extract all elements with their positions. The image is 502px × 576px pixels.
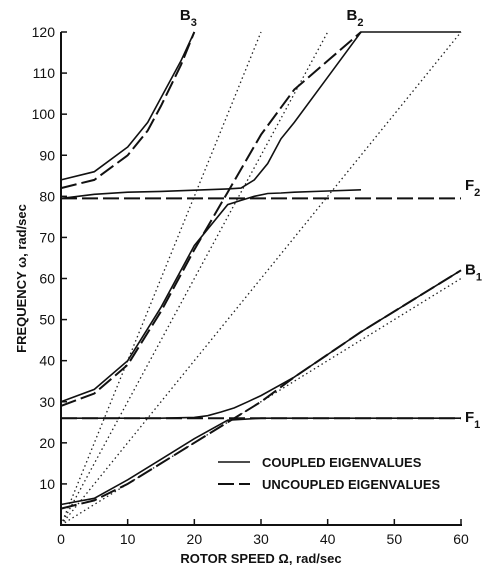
curve-label-B2: B2 bbox=[347, 7, 364, 29]
series-lines bbox=[61, 32, 461, 509]
legend: COUPLED EIGENVALUES UNCOUPLED EIGENVALUE… bbox=[218, 455, 440, 492]
y-tick-label: 120 bbox=[32, 24, 56, 40]
y-axis-title: FREQUENCY ω, rad/sec bbox=[14, 204, 29, 353]
legend-uncoupled-label: UNCOUPLED EIGENVALUES bbox=[262, 477, 440, 492]
curve-label-F1: F1 bbox=[465, 409, 480, 431]
y-tick-label: 60 bbox=[39, 271, 55, 287]
y-tick-label: 30 bbox=[39, 394, 55, 410]
reference-lines bbox=[61, 32, 461, 525]
uncoupled-series-9 bbox=[61, 270, 461, 508]
x-axis-title: ROTOR SPEED Ω, rad/sec bbox=[180, 551, 341, 566]
y-tick-label: 110 bbox=[33, 65, 56, 81]
reference-series-11 bbox=[61, 32, 328, 525]
y-tick-label: 20 bbox=[39, 435, 55, 451]
plot-area bbox=[60, 32, 462, 526]
y-tick-label: 10 bbox=[39, 476, 55, 492]
y-tick-label: 90 bbox=[39, 147, 55, 163]
reference-series-12 bbox=[61, 32, 461, 525]
x-tick-label: 30 bbox=[253, 531, 269, 547]
uncoupled-series-6 bbox=[61, 32, 361, 406]
x-tick-label: 0 bbox=[57, 531, 65, 547]
coupled-series-5 bbox=[61, 270, 461, 418]
curve-labels: B3 B2 F2 B1 F1 bbox=[180, 7, 482, 431]
y-tick-label: 100 bbox=[32, 106, 56, 122]
curve-label-B3: B3 bbox=[180, 7, 197, 29]
x-tick-label: 50 bbox=[387, 531, 403, 547]
x-tick-label: 10 bbox=[120, 531, 136, 547]
curve-label-B1: B1 bbox=[465, 261, 482, 283]
x-tick-label: 40 bbox=[320, 531, 336, 547]
uncoupled-series-1 bbox=[61, 32, 194, 188]
y-tick-label: 70 bbox=[39, 229, 55, 245]
legend-coupled-label: COUPLED EIGENVALUES bbox=[262, 455, 422, 470]
y-tick-label: 40 bbox=[39, 353, 55, 369]
curve-label-F2: F2 bbox=[465, 177, 480, 199]
x-tick-label: 60 bbox=[453, 531, 469, 547]
y-tick-label: 80 bbox=[39, 188, 55, 204]
y-tick-label: 50 bbox=[39, 312, 55, 328]
coupled-series-3 bbox=[61, 32, 461, 198]
x-tick-label: 20 bbox=[187, 531, 203, 547]
coupled-series-0 bbox=[61, 32, 194, 180]
